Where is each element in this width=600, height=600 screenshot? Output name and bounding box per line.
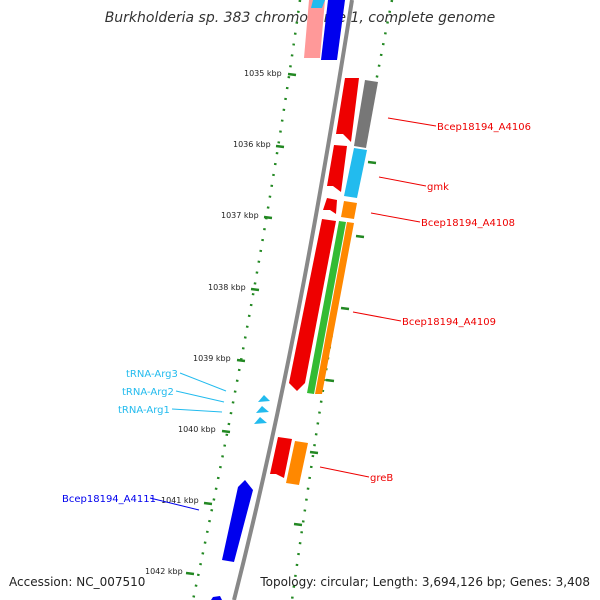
outer-tick	[325, 378, 335, 383]
genome-backbone	[232, 0, 354, 600]
top-genes[interactable]	[304, 0, 345, 60]
tick-mark-1041	[203, 501, 213, 506]
gene-blue-bottom[interactable]	[211, 596, 222, 600]
gene-Bcep18194_A4111[interactable]	[222, 480, 253, 562]
map-title: Burkholderia sp. 383 chromosome 1, compl…	[104, 10, 496, 26]
label-Bcep18194_A4106[interactable]: Bcep18194_A4106	[437, 122, 531, 133]
trna-arg1-marker[interactable]	[254, 417, 267, 424]
tick-label-1036: 1036 kbp	[233, 140, 271, 149]
tick-label-1038: 1038 kbp	[208, 283, 246, 292]
gene-gray-A4106[interactable]	[354, 80, 378, 148]
trna-markers[interactable]	[254, 395, 270, 424]
outer-tick-marks	[293, 160, 377, 527]
trna-arg3-marker[interactable]	[258, 395, 270, 402]
outer-tick	[293, 522, 303, 527]
gene-cyan-gmk[interactable]	[344, 148, 367, 198]
leader-gmk	[378, 176, 427, 187]
accession-text: Accession: NC_007510	[9, 575, 146, 589]
gene-Bcep18194_A4108[interactable]	[323, 198, 357, 219]
tick-label-1037: 1037 kbp	[221, 211, 259, 220]
gene-labels[interactable]: Bcep18194_A4106 gmk Bcep18194_A4108 Bcep…	[62, 122, 531, 505]
leader-A4108	[370, 212, 421, 223]
inner-dotted-track	[191, 0, 302, 600]
tick-mark-1038	[250, 287, 260, 292]
outer-tick	[367, 160, 377, 165]
tick-mark-1036	[275, 144, 285, 149]
genome-summary-text: Topology: circular; Length: 3,694,126 bp…	[260, 575, 590, 589]
leader-lines	[149, 117, 437, 511]
leader-A4106	[387, 117, 437, 127]
tick-label-1041: 1041 kbp	[161, 496, 199, 505]
leader-trna-arg2	[175, 390, 225, 403]
tick-label-1042: 1042 kbp	[145, 567, 183, 576]
outer-tick	[309, 450, 319, 455]
tick-marks	[185, 72, 297, 576]
gene-Bcep18194_A4109[interactable]	[289, 219, 354, 394]
label-trna-arg1[interactable]: tRNA-Arg1	[118, 405, 170, 416]
trna-arg2-marker[interactable]	[256, 406, 269, 413]
gene-blue-top[interactable]	[321, 0, 345, 60]
leader-A4109	[352, 311, 402, 322]
leader-greB	[319, 466, 370, 478]
tick-mark-1042	[185, 571, 195, 576]
tick-label-1039: 1039 kbp	[193, 354, 231, 363]
leader-A4111	[149, 497, 200, 511]
gene-green-A4109[interactable]	[307, 221, 346, 394]
tick-mark-1039	[236, 358, 246, 363]
gene-orange-A4108[interactable]	[341, 201, 357, 219]
gene-blue-A4111[interactable]	[222, 480, 253, 562]
gene-red-A4109[interactable]	[289, 219, 336, 391]
gene-greB[interactable]	[270, 437, 308, 485]
gene-cyan-top[interactable]	[311, 0, 325, 8]
tick-label-1035: 1035 kbp	[244, 69, 282, 78]
tick-mark-1037	[263, 215, 273, 220]
label-trna-arg3[interactable]: tRNA-Arg3	[126, 369, 178, 380]
gene-red-greB[interactable]	[270, 437, 292, 478]
gene-pink-top[interactable]	[304, 0, 325, 58]
tick-mark-1040	[221, 429, 231, 434]
tick-label-1040: 1040 kbp	[178, 425, 216, 434]
outer-tick	[355, 234, 365, 239]
leader-trna-arg1	[171, 408, 223, 413]
gene-orange-greB[interactable]	[286, 441, 308, 485]
outer-tick	[340, 306, 350, 311]
tick-labels: 1035 kbp 1036 kbp 1037 kbp 1038 kbp 1039…	[145, 69, 282, 576]
label-trna-arg2[interactable]: tRNA-Arg2	[122, 387, 174, 398]
label-Bcep18194_A4111[interactable]: Bcep18194_A4111	[62, 494, 156, 505]
gene-Bcep18194_A4106[interactable]	[336, 78, 378, 148]
label-Bcep18194_A4109[interactable]: Bcep18194_A4109	[402, 317, 496, 328]
gene-red-A4106-a[interactable]	[336, 78, 359, 142]
tick-mark-1035	[287, 72, 297, 77]
gene-red-A4108[interactable]	[323, 198, 337, 214]
gene-orange-A4109[interactable]	[315, 222, 354, 394]
label-gmk[interactable]: gmk	[427, 182, 449, 193]
label-Bcep18194_A4108[interactable]: Bcep18194_A4108	[421, 218, 515, 229]
gene-red-gmk[interactable]	[327, 145, 347, 192]
leader-trna-arg3	[179, 372, 227, 392]
gene-gmk[interactable]	[327, 145, 367, 198]
label-greB[interactable]: greB	[370, 473, 393, 484]
